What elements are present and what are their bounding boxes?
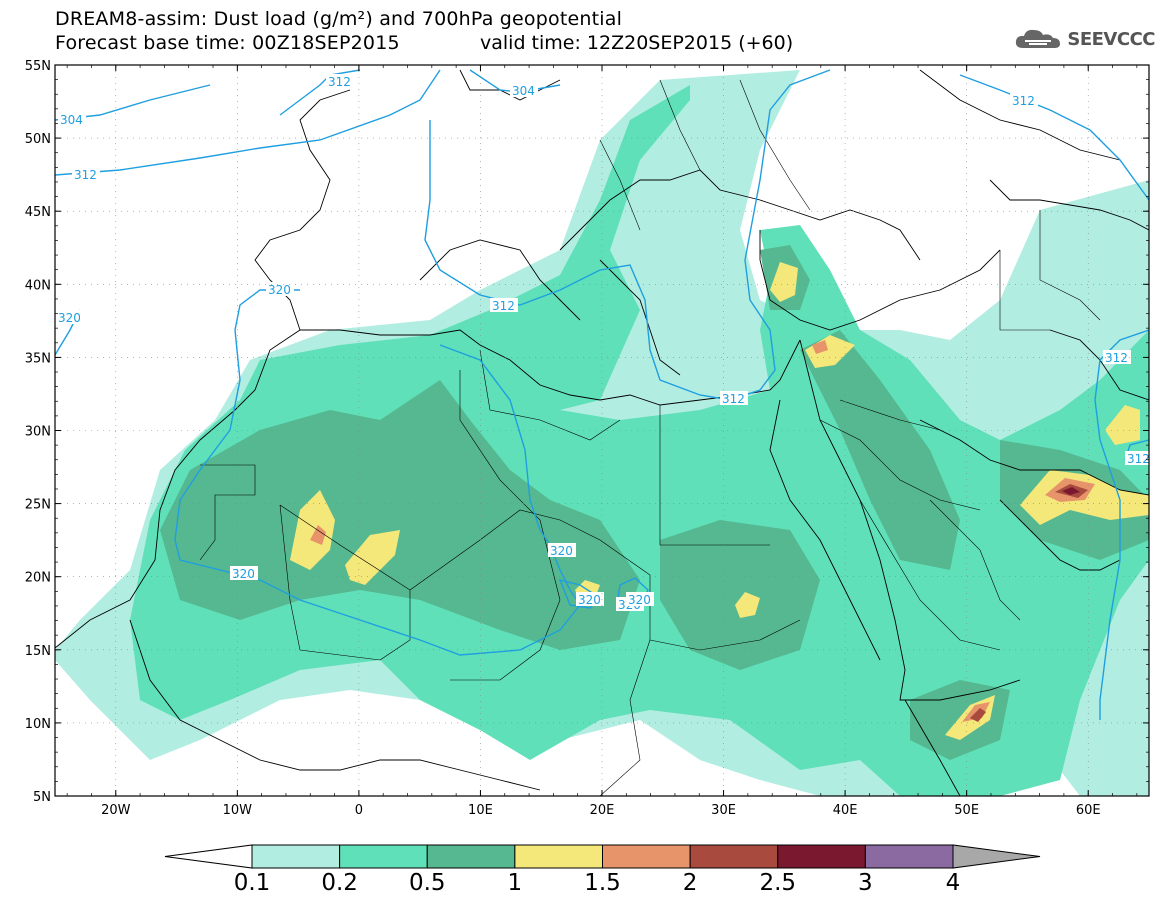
lat-label: 30N — [25, 425, 51, 440]
axis-ticks — [55, 64, 1149, 797]
lat-label: 20N — [25, 571, 51, 586]
contour-label: 320 — [578, 593, 601, 607]
colorbar-level-label: 3 — [858, 870, 873, 896]
valid-time: valid time: 12Z20SEP2015 (+60) — [480, 32, 794, 54]
colorbar-box — [514, 844, 603, 869]
contour-label: 312 — [1105, 351, 1128, 365]
lon-label: 20E — [590, 803, 615, 818]
colorbar-box — [251, 844, 341, 869]
colorbar-box — [602, 844, 691, 869]
contour-label: 304 — [512, 84, 535, 98]
contour-label: 320 — [232, 567, 255, 581]
colorbar-level-label: 1 — [507, 870, 523, 896]
contour-labels: 312 304 304 312 312 320 320 312 312 312 … — [56, 74, 1150, 612]
contour-label: 312 — [722, 392, 745, 406]
lat-label: 10N — [25, 717, 51, 732]
contour-label: 320 — [58, 311, 81, 325]
colorbar-box — [864, 844, 954, 869]
seevccc-logo: SEEVCCC — [1013, 26, 1155, 52]
contour-label: 320 — [550, 544, 573, 558]
lat-label: 15N — [25, 644, 51, 659]
colorbar-min-arrow — [164, 844, 253, 869]
colorbar-box — [339, 844, 428, 869]
colorbar-level-label: 2 — [682, 870, 698, 896]
longitude-labels: 20W 10W 0 10E 20E 30E 40E 50E 60E — [101, 803, 1101, 818]
contour-label: 320 — [628, 593, 651, 607]
colorbar-level-label: 2.5 — [759, 870, 797, 896]
latitude-labels: 55N 50N 45N 40N 35N 30N 25N 20N 15N 10N 5N — [25, 59, 51, 805]
lat-label: 25N — [25, 498, 51, 513]
lat-label: 50N — [25, 132, 51, 147]
lat-label: 5N — [33, 790, 51, 805]
colorbar-level-label: 0.2 — [321, 870, 358, 896]
colorbar-level-label: 0.1 — [233, 870, 271, 896]
colorbar-level-label: 1.5 — [584, 870, 621, 896]
contour-label: 312 — [328, 75, 351, 89]
lon-label: 50E — [954, 803, 979, 818]
lon-label: 30E — [711, 803, 736, 818]
colorbar-level-label: 4 — [945, 870, 961, 896]
lon-label: 0 — [355, 803, 363, 818]
country-borders — [199, 79, 1101, 796]
map-title: DREAM8-assim: Dust load (g/m²) and 700hP… — [55, 8, 623, 30]
contour-label: 304 — [60, 113, 83, 127]
colorbar — [164, 844, 1041, 869]
lon-label: 60E — [1076, 803, 1101, 818]
lat-label: 55N — [25, 59, 51, 74]
lon-label: 40E — [833, 803, 858, 818]
cloud-icon — [1016, 29, 1061, 48]
colorbar-max-arrow — [952, 844, 1041, 869]
lon-label: 20W — [101, 803, 131, 818]
contour-label: 312 — [74, 168, 97, 182]
colorbar-box — [777, 844, 866, 869]
lat-label: 35N — [25, 351, 51, 366]
contour-label: 312 — [1127, 452, 1150, 466]
colorbar-box — [426, 844, 516, 869]
geopotential-contours — [55, 69, 1149, 720]
colorbar-box — [689, 844, 779, 869]
base-time: Forecast base time: 00Z18SEP2015 — [55, 32, 400, 54]
lon-label: 10W — [223, 803, 253, 818]
contour-label: 312 — [1012, 94, 1035, 108]
lat-label: 45N — [25, 205, 51, 220]
contour-label: 320 — [268, 283, 291, 297]
graticule — [55, 65, 1149, 796]
lon-label: 10E — [468, 803, 493, 818]
logo-text: SEEVCCC — [1067, 28, 1155, 50]
lat-label: 40N — [25, 278, 51, 293]
colorbar-level-label: 0.5 — [408, 870, 446, 896]
contour-label: 312 — [492, 299, 515, 313]
coastlines — [55, 69, 1149, 796]
